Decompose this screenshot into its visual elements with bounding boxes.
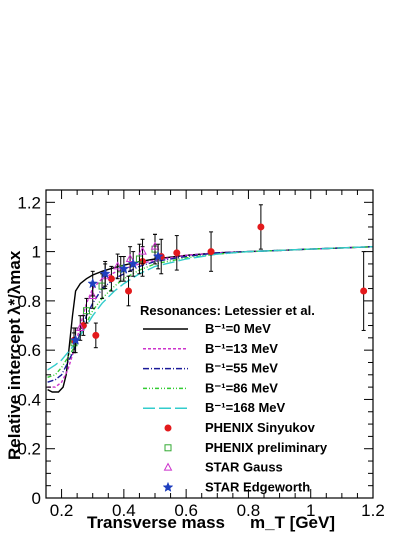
data-point-0 — [107, 275, 115, 283]
data-point-2 — [113, 261, 122, 270]
y-axis-ratio-label: λ*/λmax — [5, 250, 24, 315]
curve-line-4 — [47, 246, 374, 371]
data-point-0 — [125, 287, 133, 295]
x-axis-unit: m_T [GeV] — [250, 513, 335, 532]
x-tick-label: 0.2 — [50, 501, 74, 520]
y-tick-label: 0.4 — [17, 390, 41, 409]
legend: Resonances: Letessier et al. B⁻¹=0 MeV B⁻¹… — [140, 303, 328, 494]
y-tick-label: 0.2 — [17, 440, 41, 459]
legend-label: B⁻¹=55 MeV — [205, 361, 278, 376]
axes: 0.2 0.4 0.6 0.8 1 1.2 0 0.2 0.4 0.6 0.8 1 1.2 — [17, 189, 385, 520]
legend-marker-2 — [163, 462, 173, 471]
data-point-3 — [127, 258, 139, 269]
x-tick-label: 1 — [306, 501, 315, 520]
legend-label: PHENIX Sinyukov — [205, 420, 316, 435]
x-tick-label: 0.4 — [112, 501, 136, 520]
legend-label: B⁻¹=13 MeV — [205, 341, 278, 356]
y-tick-label: 0.8 — [17, 292, 41, 311]
data-point-0 — [360, 287, 368, 295]
legend-label: B⁻¹=0 MeV — [205, 321, 271, 336]
data-point-2 — [150, 241, 160, 250]
y-tick-label: 0 — [32, 489, 41, 508]
x-tick-label: 0.6 — [174, 501, 198, 520]
y-tick-label: 0.6 — [17, 341, 41, 360]
legend-label: B⁻¹=86 MeV — [205, 380, 278, 395]
legend-marker-1 — [164, 444, 172, 452]
x-tick-label: 0.8 — [237, 501, 261, 520]
plot-frame — [45, 189, 374, 499]
curve-line-1 — [47, 246, 374, 388]
data-point-2 — [125, 253, 135, 262]
x-tick-label: 1.2 — [361, 501, 385, 520]
y-tick-label: 1.2 — [17, 193, 41, 212]
data-point-0 — [92, 331, 100, 339]
data-point-3 — [99, 268, 111, 279]
legend-label: PHENIX preliminary — [205, 440, 328, 455]
x-axis-title: Transverse mass — [87, 513, 225, 532]
data-point-1 — [82, 307, 90, 315]
data-point-0 — [207, 248, 215, 256]
data-point-3 — [87, 277, 99, 289]
data-point-2 — [88, 290, 98, 299]
legend-marker-0 — [164, 424, 172, 432]
data-point-3 — [118, 263, 130, 274]
legend-marker-3 — [162, 481, 174, 492]
data-point-2 — [138, 246, 147, 255]
legend-label: STAR Gauss — [205, 460, 283, 475]
y-tick-label: 1 — [32, 243, 41, 262]
legend-title: Resonances: Letessier et al. — [140, 303, 315, 318]
legend-label: B⁻¹=168 MeV — [205, 400, 286, 415]
data-point-3 — [70, 334, 81, 345]
plot-area — [47, 204, 374, 393]
data-point-0 — [257, 223, 265, 231]
y-axis-title: Relative intercept — [5, 318, 24, 460]
data-point-0 — [173, 249, 181, 257]
legend-label: STAR Edgeworth — [205, 479, 310, 494]
data-point-3 — [152, 250, 164, 262]
data-point-2 — [75, 322, 85, 331]
